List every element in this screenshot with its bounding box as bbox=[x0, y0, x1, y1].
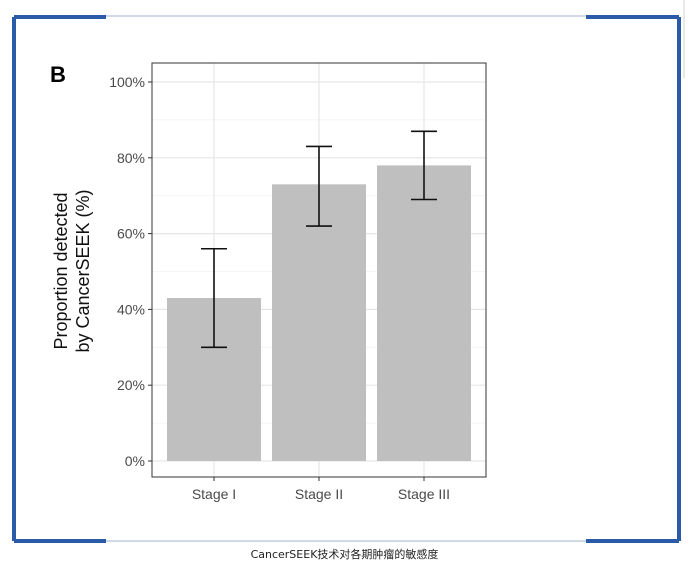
y-tick-label: 40% bbox=[117, 301, 145, 317]
error-bar bbox=[411, 130, 437, 201]
y-tick-label: 20% bbox=[117, 377, 145, 393]
y-tick-label: 60% bbox=[117, 226, 145, 242]
y-axis-title: Proportion detected by CancerSEEK (%) bbox=[51, 189, 93, 352]
y-tick-label: 0% bbox=[125, 453, 145, 469]
figure-caption: CancerSEEK技术对各期肿瘤的敏感度 bbox=[250, 548, 439, 561]
x-tick-label: Stage II bbox=[295, 486, 343, 502]
y-axis-title-line-1: Proportion detected bbox=[51, 192, 71, 349]
panel-letter: B bbox=[50, 62, 66, 87]
error-bar bbox=[306, 145, 332, 227]
y-tick-label: 100% bbox=[109, 74, 145, 90]
x-tick-label: Stage I bbox=[192, 486, 236, 502]
error-bar bbox=[201, 247, 227, 349]
y-axis-title-line-2: by CancerSEEK (%) bbox=[73, 189, 93, 352]
bar-stage-iii bbox=[377, 165, 471, 461]
bar-stage-ii bbox=[272, 184, 366, 461]
y-tick-label: 80% bbox=[117, 150, 145, 166]
x-tick-label: Stage III bbox=[398, 486, 450, 502]
chart-error-bars bbox=[201, 130, 437, 349]
chart-axes: 0% 20% 40% 60% 80% 100% Stage I Stage II Stage I… bbox=[109, 74, 450, 502]
chart-bars bbox=[167, 165, 471, 461]
bar-chart: 0% 20% 40% 60% 80% 100% Stage I Stage II Stage I… bbox=[50, 62, 487, 502]
blue-frame-border bbox=[12, 15, 681, 543]
